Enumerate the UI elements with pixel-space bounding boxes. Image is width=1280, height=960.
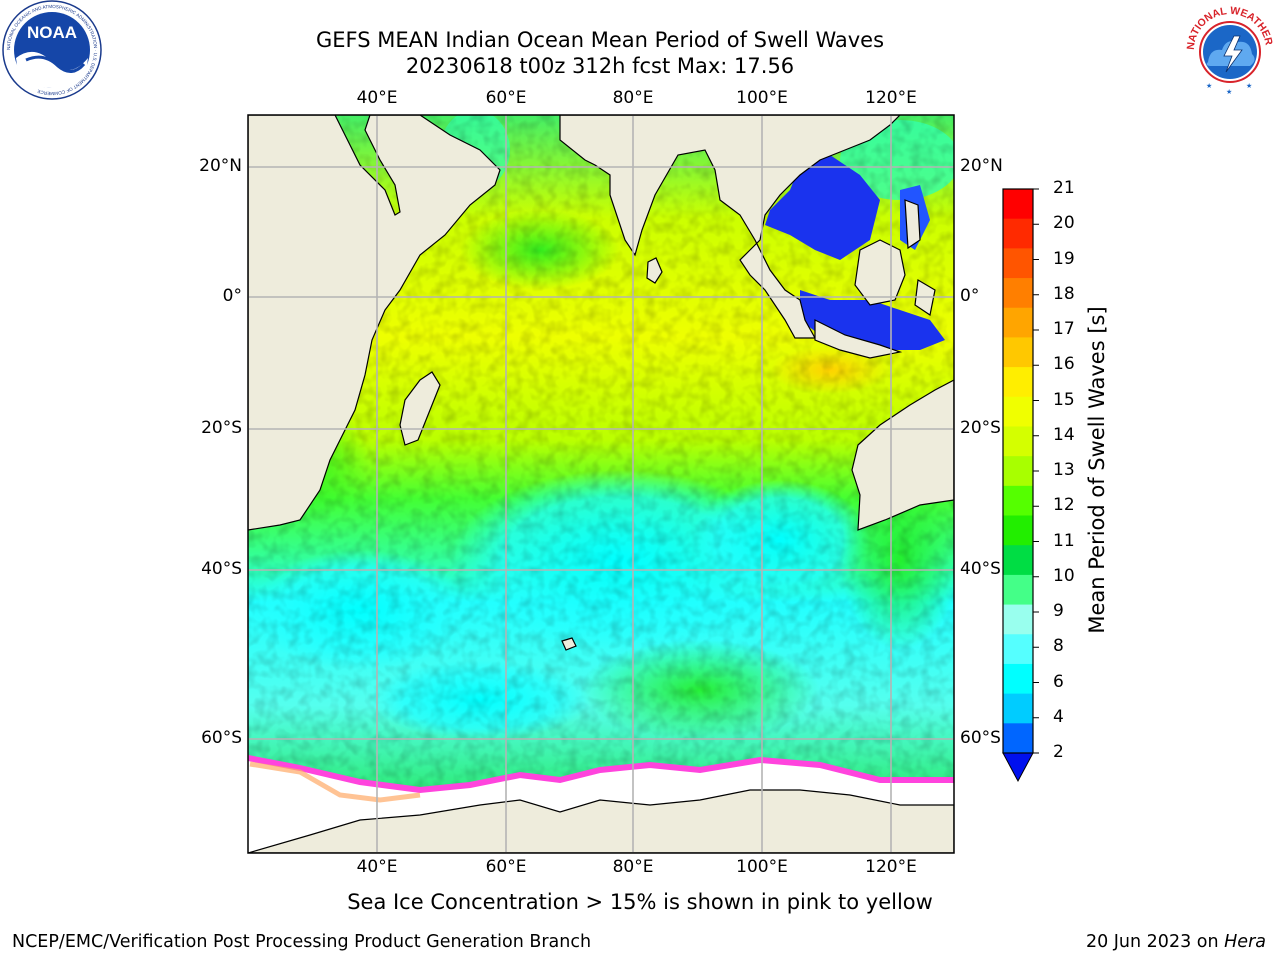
- colorbar-segment: [1003, 634, 1033, 665]
- colorbar-tick-label: 9: [1053, 601, 1064, 621]
- colorbar-tick-label: 19: [1053, 248, 1075, 269]
- colorbar-segment: [1003, 456, 1033, 487]
- colorbar-tick-label: 13: [1053, 460, 1075, 480]
- lat-tick-label-left: 0°: [222, 286, 242, 306]
- footer-host: Hera: [1224, 932, 1266, 952]
- colorbar-tick-label: 16: [1053, 354, 1075, 375]
- colorbar-tick-label: 6: [1053, 671, 1064, 692]
- colorbar-title: Mean Period of Swell Waves [s]: [1085, 306, 1109, 634]
- map-gridlines: [248, 115, 954, 853]
- lon-tick-label-top: 40°E: [356, 88, 398, 108]
- lon-tick-label-top: 120°E: [865, 88, 917, 108]
- colorbar-extend-arrow: [1002, 752, 1034, 783]
- lon-tick-label-bottom: 100°E: [736, 857, 788, 877]
- colorbar-segment: [1003, 248, 1033, 279]
- colorbar-segment: [1003, 367, 1033, 398]
- colorbar-segment: [1003, 485, 1033, 517]
- colorbar-tick-label: 8: [1053, 636, 1064, 657]
- colorbar-segment: [1003, 396, 1033, 427]
- colorbar-segment: [1003, 545, 1033, 576]
- footer-date-text: 20 Jun 2023 on: [1085, 932, 1225, 952]
- lat-tick-label-left: 20°S: [201, 418, 242, 438]
- colorbar-tick-label: 2: [1053, 742, 1064, 762]
- chart-title: GEFS MEAN Indian Ocean Mean Period of Sw…: [315, 28, 885, 52]
- lon-tick-label-bottom: 40°E: [356, 857, 398, 877]
- lon-tick-label-top: 60°E: [485, 88, 527, 108]
- lat-tick-label-right: 40°S: [960, 559, 1001, 579]
- colorbar-tick-label: 10: [1053, 565, 1075, 586]
- colorbar: [1002, 188, 1039, 783]
- lat-tick-label-right: 0°: [960, 286, 980, 306]
- colorbar-segment: [1003, 574, 1033, 606]
- colorbar-segment: [1003, 723, 1033, 754]
- lon-tick-label-bottom: 80°E: [612, 857, 654, 877]
- noaa-logo-text: NOAA: [27, 23, 77, 42]
- svg-text:★: ★: [1226, 88, 1232, 96]
- svg-text:★: ★: [1206, 82, 1212, 90]
- lat-tick-label-left: 40°S: [201, 559, 242, 579]
- lon-tick-label-top: 80°E: [612, 88, 654, 108]
- colorbar-tick-label: 18: [1053, 283, 1075, 304]
- colorbar-tick-label: 15: [1053, 389, 1075, 410]
- colorbar-segment: [1003, 426, 1033, 457]
- colorbar-tick-label: 14: [1053, 424, 1075, 445]
- colorbar-tick-label: 11: [1053, 530, 1075, 551]
- colorbar-segment: [1003, 663, 1033, 695]
- colorbar-segment: [1003, 604, 1033, 635]
- nws-logo: NATIONAL WEATHER SERVICE ★ ★ ★: [1180, 0, 1279, 99]
- lat-tick-label-right: 20°S: [960, 418, 1001, 438]
- map-area: [248, 115, 954, 853]
- colorbar-tick-label: 17: [1053, 319, 1075, 339]
- colorbar-segment: [1003, 218, 1033, 249]
- lat-tick-label-left: 20°N: [199, 156, 242, 176]
- sea-ice-caption: Sea Ice Concentration > 15% is shown in …: [347, 890, 933, 914]
- colorbar-segment: [1003, 189, 1033, 220]
- colorbar-tick-label: 21: [1053, 178, 1075, 198]
- noaa-logo: NOAA NATIONAL OCEANIC AND ATMOSPHERIC AD…: [2, 0, 102, 100]
- chart-subtitle: 20230618 t00z 312h fcst Max: 17.56: [405, 54, 795, 78]
- landmasses: [248, 115, 954, 651]
- colorbar-segment: [1003, 278, 1033, 309]
- colorbar-tick-label: 20: [1053, 213, 1075, 234]
- sea-ice-edge: [248, 755, 954, 794]
- colorbar-segment: [1003, 307, 1033, 338]
- map-frame: [247, 114, 955, 854]
- lon-tick-label-bottom: 120°E: [865, 857, 917, 877]
- colorbar-segment: [1003, 515, 1033, 546]
- colorbar-tick-label: 4: [1053, 706, 1064, 727]
- colorbar-tick-label: 12: [1053, 495, 1075, 516]
- colorbar-segment: [1003, 693, 1033, 724]
- lon-tick-label-top: 100°E: [736, 88, 788, 108]
- footer-credit: NCEP/EMC/Verification Post Processing Pr…: [12, 932, 592, 952]
- lon-tick-label-bottom: 60°E: [485, 857, 527, 877]
- svg-text:★: ★: [1246, 82, 1252, 90]
- lat-tick-label-right: 60°S: [960, 728, 1001, 748]
- antarctica: [248, 789, 954, 853]
- footer-date: 20 Jun 2023 on Hera: [1086, 932, 1266, 952]
- lat-tick-label-right: 20°N: [960, 156, 1003, 176]
- colorbar-segment: [1003, 337, 1033, 368]
- lat-tick-label-left: 60°S: [201, 728, 242, 748]
